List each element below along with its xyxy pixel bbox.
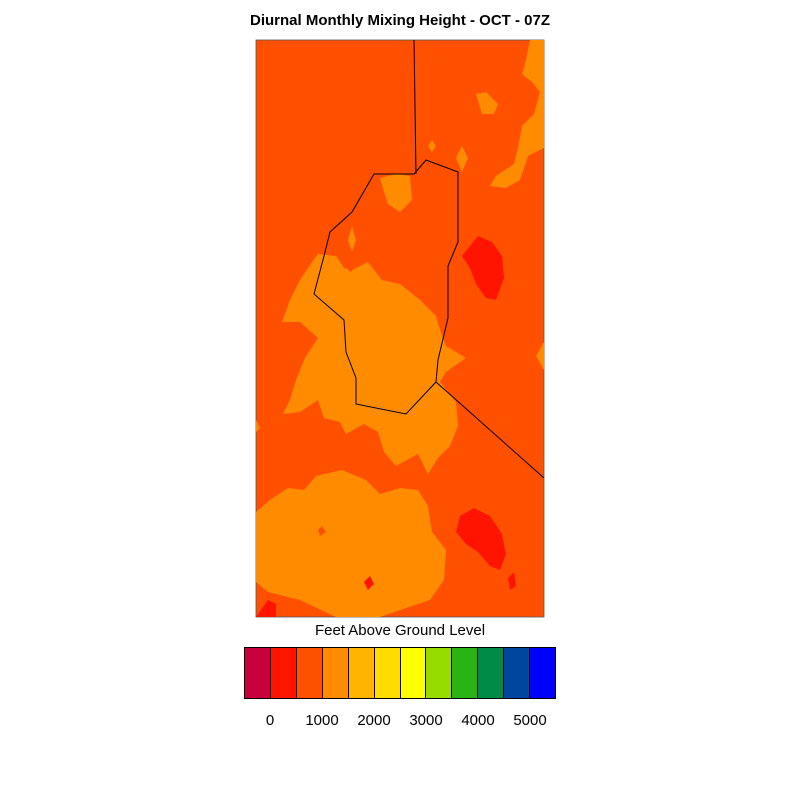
- boundary-north-line: [413, 39, 417, 175]
- red-blob-a: [508, 572, 516, 590]
- orange-blob-a: [476, 92, 498, 114]
- orange-region-south: [256, 470, 446, 617]
- orange-blob-c: [428, 140, 436, 152]
- orange-blob-f: [256, 420, 260, 432]
- legend-swatch: [270, 648, 297, 698]
- legend-tick-label: 2000: [357, 712, 391, 729]
- legend-swatch: [348, 648, 375, 698]
- red-regions: [256, 236, 516, 617]
- legend-swatch: [374, 648, 401, 698]
- legend-tick-label: 5000: [513, 712, 547, 729]
- legend-tick-label: 1000: [305, 712, 339, 729]
- legend-swatch: [400, 648, 427, 698]
- orange-regions: [256, 40, 544, 617]
- red-blob-b: [256, 600, 276, 617]
- color-legend: [244, 647, 556, 699]
- orange-region-top-right: [490, 40, 544, 188]
- legend-title: Feet Above Ground Level: [314, 622, 486, 639]
- legend-swatch: [426, 648, 453, 698]
- map-title: Diurnal Monthly Mixing Height - OCT - 07…: [250, 12, 550, 29]
- legend-swatch: [504, 648, 531, 698]
- legend-swatch: [452, 648, 479, 698]
- inner-pockets: [318, 258, 358, 536]
- legend-swatch: [245, 648, 271, 698]
- boundary-county-outline: [313, 159, 459, 415]
- boundaries: [313, 39, 545, 479]
- red-blob-c: [364, 576, 374, 590]
- legend-tick-label: 0: [265, 712, 275, 729]
- legend-tick-label: 3000: [409, 712, 443, 729]
- inner-pocket-b: [318, 526, 326, 536]
- orange-blob-e: [536, 342, 544, 370]
- orange-blob-d: [348, 226, 356, 252]
- legend-swatch: [322, 648, 349, 698]
- orange-region-central: [282, 254, 466, 474]
- legend-swatch: [478, 648, 505, 698]
- legend-swatch: [296, 648, 323, 698]
- inner-pocket-a: [344, 258, 358, 272]
- red-region-east: [462, 236, 504, 300]
- orange-region-upper: [380, 174, 412, 212]
- orange-blob-b: [456, 146, 468, 172]
- legend-swatch: [530, 648, 556, 698]
- boundary-southeast-line: [435, 381, 545, 479]
- red-region-southeast: [456, 508, 506, 570]
- legend-tick-label: 4000: [461, 712, 495, 729]
